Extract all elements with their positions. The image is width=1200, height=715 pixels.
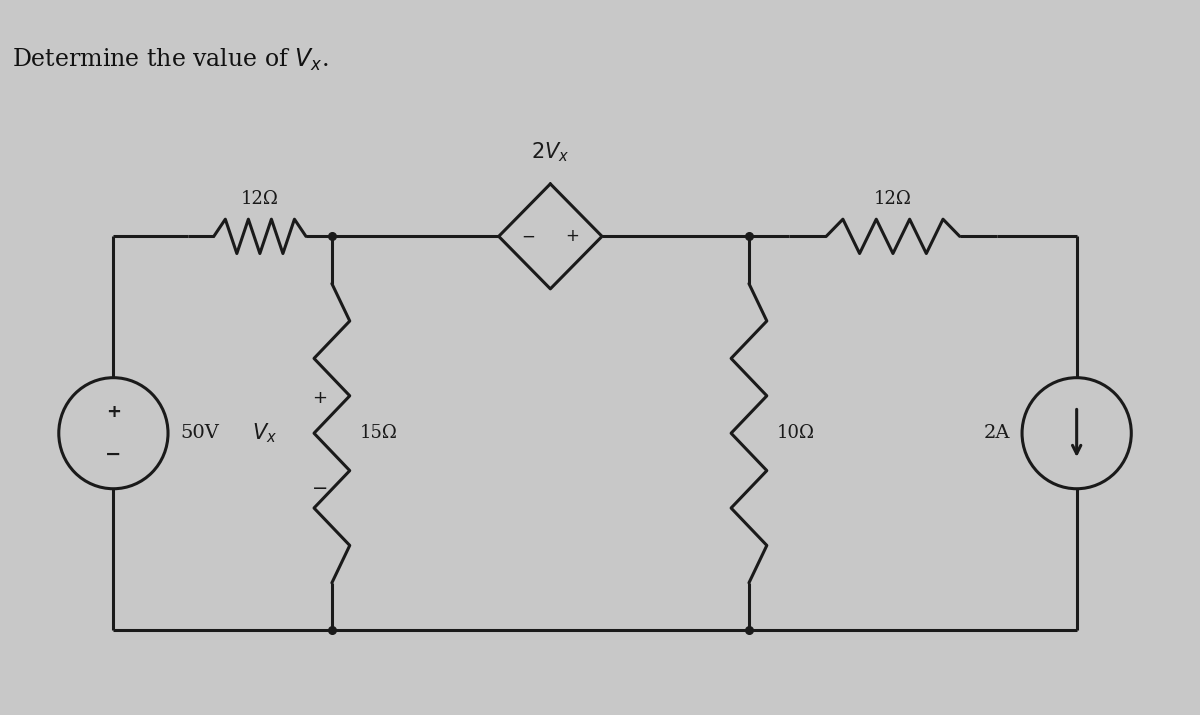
Text: 12Ω: 12Ω (874, 190, 912, 208)
Text: 10Ω: 10Ω (776, 424, 815, 442)
Text: −: − (522, 227, 535, 245)
Text: 2A: 2A (984, 424, 1010, 442)
Text: 50V: 50V (180, 424, 218, 442)
Text: +: + (106, 403, 121, 421)
Text: 12Ω: 12Ω (241, 190, 278, 208)
Text: $V_x$: $V_x$ (252, 421, 277, 445)
Text: $2V_x$: $2V_x$ (532, 140, 570, 164)
Text: −: − (312, 479, 328, 498)
Text: +: + (312, 389, 328, 407)
Text: 15Ω: 15Ω (360, 424, 397, 442)
Text: +: + (565, 227, 578, 245)
Text: −: − (106, 445, 121, 464)
Text: Determine the value of $V_x$.: Determine the value of $V_x$. (12, 46, 329, 73)
